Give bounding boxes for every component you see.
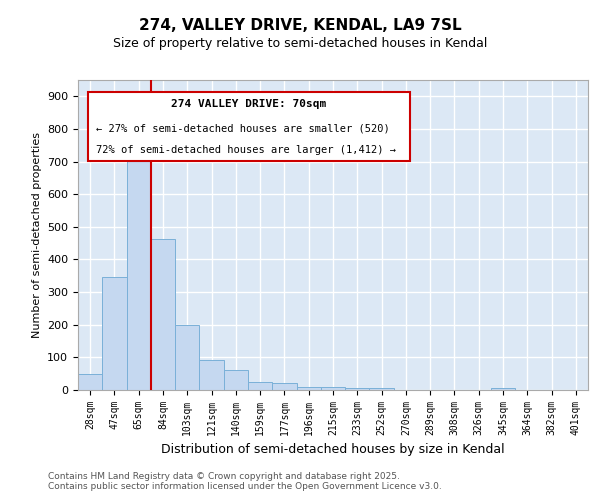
Bar	[102, 278, 127, 390]
Text: ← 27% of semi-detached houses are smaller (520): ← 27% of semi-detached houses are smalle…	[96, 124, 389, 134]
Text: Contains HM Land Registry data © Crown copyright and database right 2025.: Contains HM Land Registry data © Crown c…	[48, 472, 400, 481]
Bar	[491, 388, 515, 390]
Bar	[321, 388, 345, 390]
Text: Size of property relative to semi-detached houses in Kendal: Size of property relative to semi-detach…	[113, 38, 487, 51]
Text: 274, VALLEY DRIVE, KENDAL, LA9 7SL: 274, VALLEY DRIVE, KENDAL, LA9 7SL	[139, 18, 461, 32]
Bar	[272, 384, 296, 390]
FancyBboxPatch shape	[88, 92, 409, 160]
Bar	[127, 158, 151, 390]
Text: 72% of semi-detached houses are larger (1,412) →: 72% of semi-detached houses are larger (…	[96, 145, 396, 155]
Text: 274 VALLEY DRIVE: 70sqm: 274 VALLEY DRIVE: 70sqm	[171, 98, 326, 108]
X-axis label: Distribution of semi-detached houses by size in Kendal: Distribution of semi-detached houses by …	[161, 444, 505, 456]
Bar	[248, 382, 272, 390]
Bar	[78, 374, 102, 390]
Bar	[345, 388, 370, 390]
Text: Contains public sector information licensed under the Open Government Licence v3: Contains public sector information licen…	[48, 482, 442, 491]
Bar	[199, 360, 224, 390]
Bar	[296, 386, 321, 390]
Bar	[175, 324, 199, 390]
Bar	[370, 388, 394, 390]
Y-axis label: Number of semi-detached properties: Number of semi-detached properties	[32, 132, 41, 338]
Bar	[151, 239, 175, 390]
Bar	[224, 370, 248, 390]
